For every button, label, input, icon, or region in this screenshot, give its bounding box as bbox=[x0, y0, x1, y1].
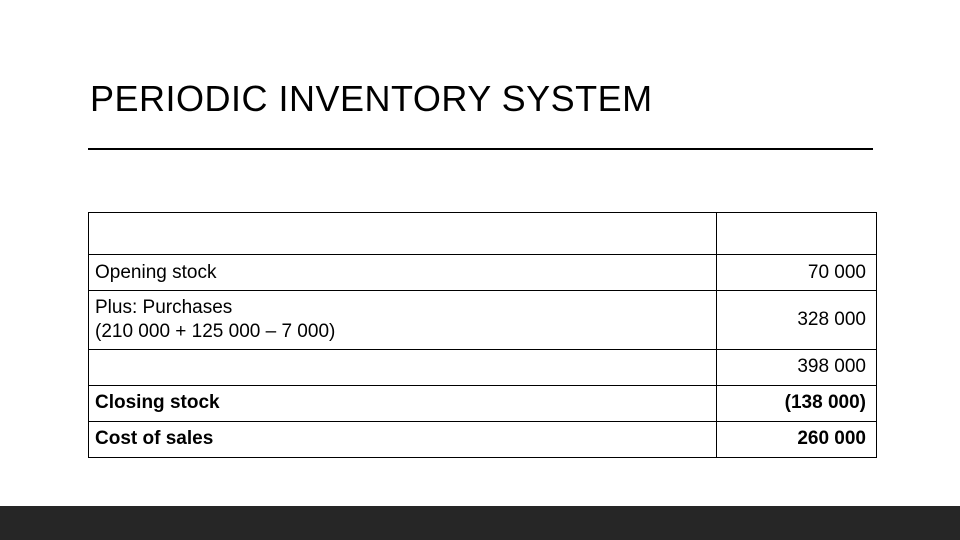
title-underline bbox=[88, 148, 873, 150]
cell-label bbox=[89, 349, 717, 385]
cell-value: 260 000 bbox=[717, 421, 877, 457]
inventory-table: Opening stock 70 000 Plus: Purchases(210… bbox=[88, 212, 877, 458]
table-row: Plus: Purchases(210 000 + 125 000 – 7 00… bbox=[89, 291, 877, 350]
cell-label: Opening stock bbox=[89, 255, 717, 291]
cell-label: Closing stock bbox=[89, 385, 717, 421]
page-title: PERIODIC INVENTORY SYSTEM bbox=[90, 78, 653, 120]
cell-value bbox=[717, 213, 877, 255]
cell-value: 328 000 bbox=[717, 291, 877, 350]
cell-value: 70 000 bbox=[717, 255, 877, 291]
table-row: 398 000 bbox=[89, 349, 877, 385]
cell-label bbox=[89, 213, 717, 255]
cell-value: 398 000 bbox=[717, 349, 877, 385]
table-row: Cost of sales 260 000 bbox=[89, 421, 877, 457]
table-row: Closing stock (138 000) bbox=[89, 385, 877, 421]
cell-label: Cost of sales bbox=[89, 421, 717, 457]
cell-value: (138 000) bbox=[717, 385, 877, 421]
table-row bbox=[89, 213, 877, 255]
cell-label: Plus: Purchases(210 000 + 125 000 – 7 00… bbox=[89, 291, 717, 350]
table-row: Opening stock 70 000 bbox=[89, 255, 877, 291]
bottom-bar bbox=[0, 506, 960, 540]
slide: PERIODIC INVENTORY SYSTEM Opening stock … bbox=[0, 0, 960, 540]
